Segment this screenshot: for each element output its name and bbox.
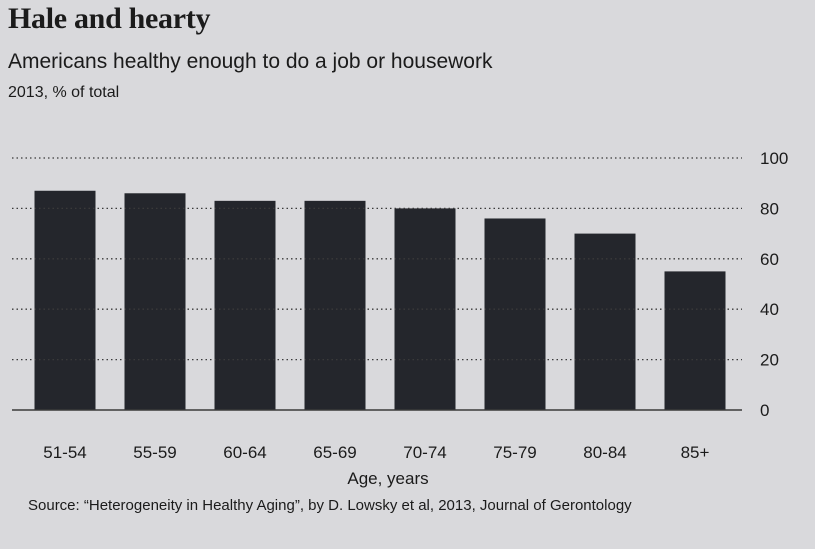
x-tick-label-51-54: 51-54 — [43, 443, 86, 462]
bar-80-84 — [574, 233, 636, 410]
x-tick-label-70-74: 70-74 — [403, 443, 446, 462]
y-tick-label-80: 80 — [760, 199, 779, 218]
x-tick-label-80-84: 80-84 — [583, 443, 626, 462]
y-tick-label-40: 40 — [760, 300, 779, 319]
x-tick-label-55-59: 55-59 — [133, 443, 176, 462]
unit-label: 2013, % of total — [8, 84, 120, 101]
y-tick-label-0: 0 — [760, 401, 769, 420]
chart-title: Hale and hearty — [8, 2, 211, 35]
x-tick-label-75-79: 75-79 — [493, 443, 536, 462]
bar-51-54 — [34, 190, 96, 410]
bar-55-59 — [124, 193, 186, 410]
x-tick-label-85+: 85+ — [681, 443, 710, 462]
y-tick-label-20: 20 — [760, 351, 779, 370]
bar-65-69 — [304, 200, 366, 410]
y-tick-label-100: 100 — [760, 149, 788, 168]
bar-75-79 — [484, 218, 546, 410]
y-tick-label-60: 60 — [760, 250, 779, 269]
bar-85+ — [664, 271, 726, 410]
x-axis-label: Age, years — [347, 469, 428, 488]
chart-subtitle: Americans healthy enough to do a job or … — [8, 50, 493, 73]
x-tick-label-65-69: 65-69 — [313, 443, 356, 462]
bar-60-64 — [214, 200, 276, 410]
source-note: Source: “Heterogeneity in Healthy Aging”… — [28, 497, 632, 514]
x-tick-label-60-64: 60-64 — [223, 443, 266, 462]
